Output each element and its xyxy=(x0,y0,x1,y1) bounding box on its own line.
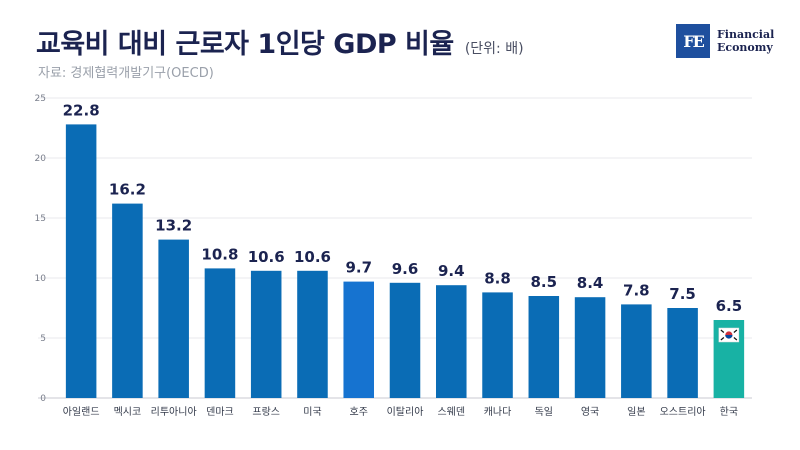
data-label: 22.8 xyxy=(63,101,100,119)
source-note: 자료: 경제협력개발기구(OECD) xyxy=(38,66,214,81)
y-tick-label: 20 xyxy=(35,154,47,164)
data-label: 9.6 xyxy=(392,260,419,278)
x-tick-label: 독일 xyxy=(535,406,553,418)
bar xyxy=(65,124,97,399)
flag-trigram xyxy=(733,329,738,333)
logo-text: Financial Economy xyxy=(717,28,774,54)
x-tick-label: 이탈리아 xyxy=(387,405,424,418)
x-tick-label: 프랑스 xyxy=(252,406,280,418)
data-label: 9.7 xyxy=(345,259,372,277)
x-tick-label: 호주 xyxy=(350,406,368,418)
bar xyxy=(204,268,236,398)
flag-trigram xyxy=(720,329,725,333)
data-label: 8.5 xyxy=(531,273,558,291)
bar xyxy=(112,203,143,398)
bar xyxy=(343,281,375,398)
logo-line-2: Economy xyxy=(717,41,773,54)
data-label: 7.5 xyxy=(669,285,696,303)
bar xyxy=(250,270,282,398)
logo-line-1: Financial xyxy=(717,28,775,41)
bar xyxy=(621,304,652,398)
x-tick-label: 아일랜드 xyxy=(63,406,100,418)
y-tick-label: 5 xyxy=(40,334,46,344)
unit-label: (단위: 배) xyxy=(464,41,524,57)
bar xyxy=(574,297,606,398)
data-label: 16.2 xyxy=(109,181,146,199)
data-label: 7.8 xyxy=(623,281,650,299)
bar xyxy=(297,270,328,398)
data-label: 8.8 xyxy=(484,269,511,287)
data-label: 13.2 xyxy=(155,217,192,235)
y-tick-label: 25 xyxy=(35,94,46,104)
data-label: 10.6 xyxy=(248,248,285,266)
data-label: 10.6 xyxy=(294,248,331,266)
x-tick-label: 덴마크 xyxy=(206,406,234,418)
x-tick-label: 미국 xyxy=(303,406,321,418)
data-label: 8.4 xyxy=(577,274,604,292)
brand-logo[interactable]: FE Financial Economy xyxy=(676,24,774,58)
y-tick-label: 10 xyxy=(35,274,47,284)
bar xyxy=(667,308,698,398)
bar xyxy=(389,282,421,398)
flag-trigram xyxy=(720,337,725,341)
x-tick-label: 일본 xyxy=(627,406,645,418)
x-tick-label: 캐나다 xyxy=(484,406,512,418)
y-tick-label: 15 xyxy=(35,214,46,224)
bar xyxy=(435,285,467,398)
x-tick-label: 스웨덴 xyxy=(437,406,465,418)
x-tick-label: 멕시코 xyxy=(114,406,142,418)
x-tick-label: 영국 xyxy=(581,406,599,418)
title-row: 교육비 대비 근로자 1인당 GDP 비율 (단위: 배) xyxy=(36,22,524,61)
bar xyxy=(158,239,189,398)
data-label: 9.4 xyxy=(438,262,465,280)
data-label: 6.5 xyxy=(716,297,743,315)
flag-trigram xyxy=(733,337,738,341)
bar xyxy=(482,292,513,398)
chart-title: 교육비 대비 근로자 1인당 GDP 비율 xyxy=(36,29,454,60)
flag-taeguk-bottom xyxy=(725,335,733,339)
data-label: 10.8 xyxy=(201,245,238,263)
x-tick-label: 리투아니아 xyxy=(151,406,197,418)
fe-logo-icon: FE xyxy=(676,24,710,58)
bar xyxy=(528,296,560,398)
x-tick-label: 한국 xyxy=(720,406,738,418)
x-tick-label: 오스트리아 xyxy=(660,406,706,418)
y-tick-label: 0 xyxy=(40,394,46,404)
